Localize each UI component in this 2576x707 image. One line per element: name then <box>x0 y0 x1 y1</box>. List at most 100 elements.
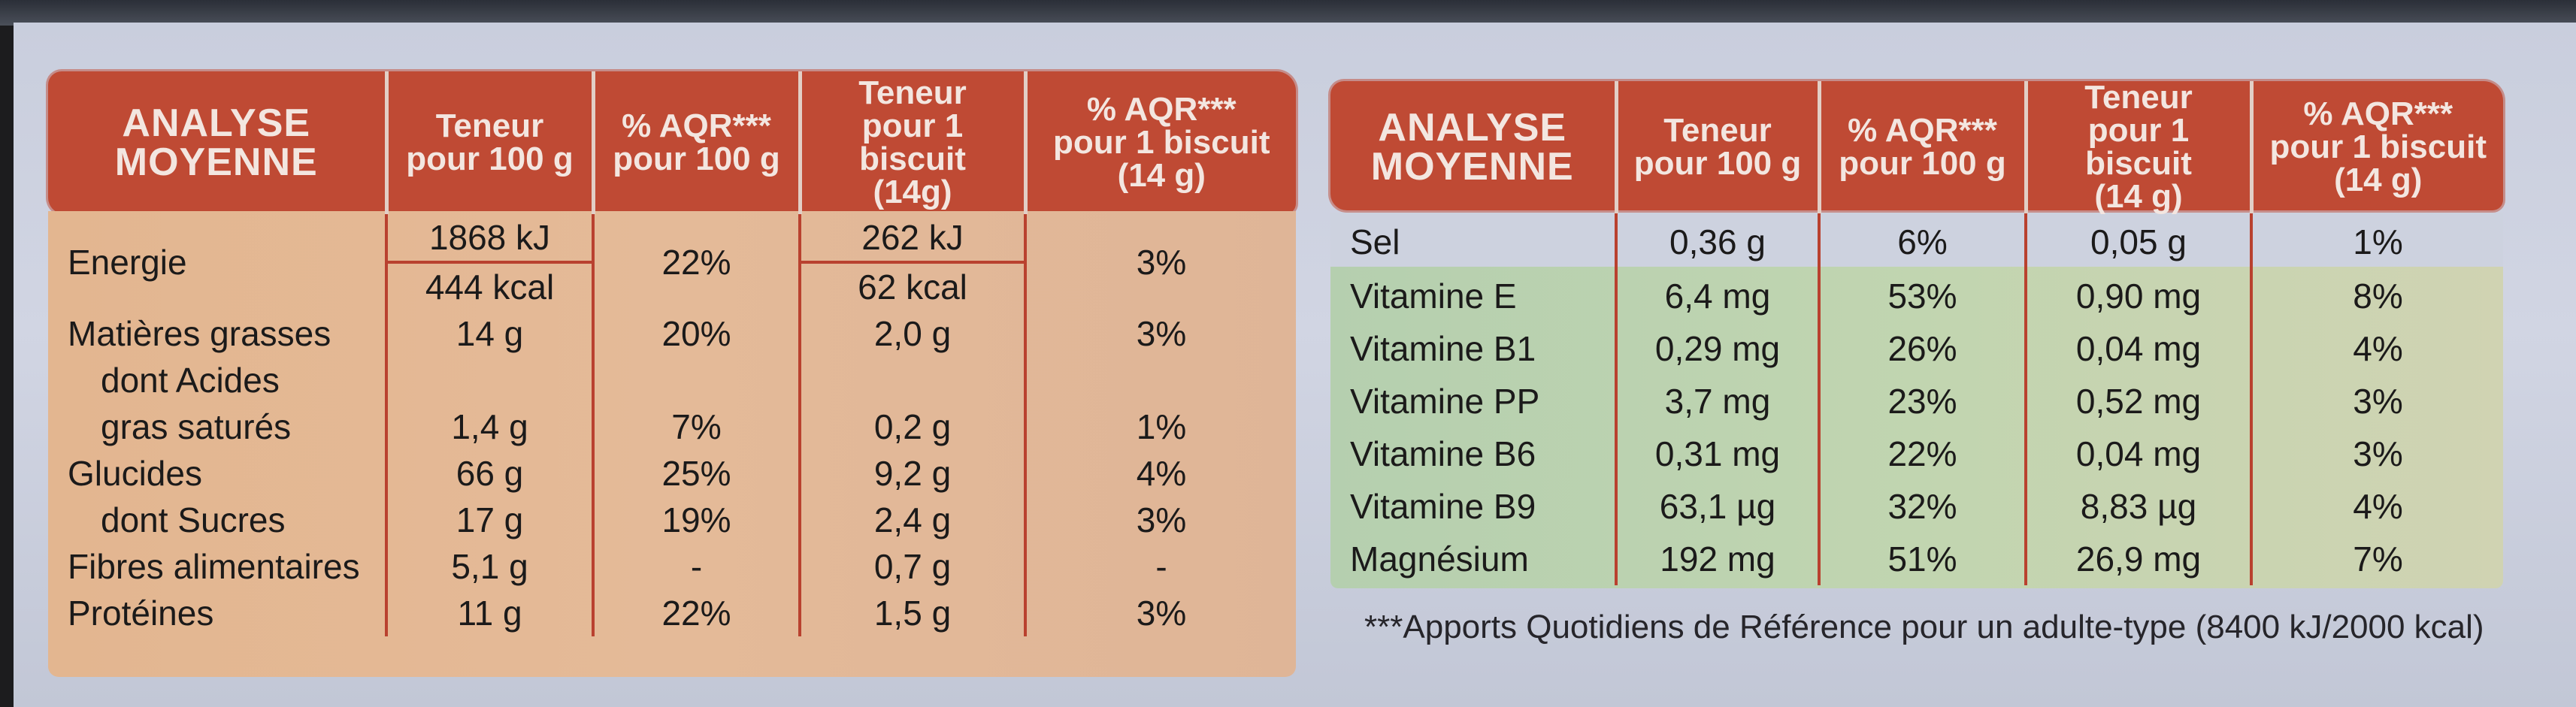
cell-teneur-100g-kj: 1868 kJ <box>385 214 593 264</box>
header-aqr-100g: % AQR*** pour 100 g <box>591 71 800 214</box>
header-line: Teneur <box>2084 79 2193 116</box>
header-teneur-biscuit: Teneur pour 1 biscuit (14 g) <box>2024 79 2251 215</box>
cell-teneur-biscuit: 0,04 mg <box>2024 428 2251 480</box>
vitamins-table: ANALYSE MOYENNE Teneur pour 100 g % AQR*… <box>1330 81 2503 585</box>
table-row: Vitamine B1 0,29 mg 26% 0,04 mg 4% <box>1330 322 2503 375</box>
cell-teneur-biscuit: 0,2 g <box>798 403 1025 450</box>
cell-aqr-100g: 32% <box>1818 480 2026 533</box>
header-line: % AQR*** <box>2303 95 2453 132</box>
cell-aqr-biscuit: 4% <box>2250 322 2503 375</box>
header-line: (14 g) <box>2334 162 2423 198</box>
cell-teneur-100g: 0,31 mg <box>1615 428 1819 480</box>
cell-teneur-biscuit-kcal: 62 kcal <box>798 262 1025 310</box>
header-line: (14 g) <box>1117 157 1206 194</box>
table-row: dont Acides <box>48 357 1296 403</box>
cell-aqr-100g: 7% <box>592 403 800 450</box>
table-row: Vitamine B9 63,1 µg 32% 8,83 µg 4% <box>1330 480 2503 533</box>
cell-aqr-100g: 22% <box>592 590 800 636</box>
header-analyse: ANALYSE MOYENNE <box>48 71 386 214</box>
cell-aqr-100g: 26% <box>1818 322 2026 375</box>
header-line: pour 100 g <box>613 140 780 177</box>
box-top-edge <box>0 0 2576 26</box>
cell-aqr-100g: 19% <box>592 497 800 543</box>
row-label: dont Acides <box>101 361 280 400</box>
cell-teneur-biscuit: 2,4 g <box>798 497 1025 543</box>
row-label: gras saturés <box>101 407 292 446</box>
row-label: Fibres alimentaires <box>68 547 360 586</box>
header-line: % AQR*** <box>622 107 771 144</box>
table-row-energie-kcal: 444 kcal 62 kcal <box>48 262 1296 310</box>
cell-aqr-biscuit: 4% <box>1024 450 1296 497</box>
cell-aqr-100g: 25% <box>592 450 800 497</box>
header-aqr-biscuit: % AQR*** pour 1 biscuit (14 g) <box>2249 81 2503 213</box>
header-aqr-biscuit: % AQR*** pour 1 biscuit (14 g) <box>1023 71 1296 214</box>
cell-teneur-100g: 11 g <box>385 590 593 636</box>
cell-teneur-biscuit: 0,52 mg <box>2024 375 2251 428</box>
row-label: Protéines <box>68 594 214 633</box>
header-line: Teneur <box>1663 112 1772 149</box>
cell-aqr-biscuit: 3% <box>2250 428 2503 480</box>
table-row: Vitamine E 6,4 mg 53% 0,90 mg 8% <box>1330 270 2503 322</box>
cell-teneur-biscuit-kj: 262 kJ <box>798 214 1025 264</box>
cell-aqr-biscuit: 3% <box>1024 590 1296 636</box>
aqr-footnote: ***Apports Quotidiens de Référence pour … <box>1364 609 2484 645</box>
table-row-energie: Energie 1868 kJ 22% 262 kJ 3% <box>48 214 1296 310</box>
cell-aqr-100g: 6% <box>1818 213 2026 270</box>
cell-aqr-biscuit: 4% <box>2250 480 2503 533</box>
header-line: pour 1 biscuit <box>1053 124 1270 161</box>
cell-aqr-biscuit <box>1024 357 1296 403</box>
table-row: dont Sucres 17 g 19% 2,4 g 3% <box>48 497 1296 543</box>
cell-aqr-biscuit: 1% <box>1024 403 1296 450</box>
table-row: Protéines 11 g 22% 1,5 g 3% <box>48 590 1296 636</box>
cell-aqr-100g: - <box>592 543 800 590</box>
cell-aqr-100g: 53% <box>1818 270 2026 322</box>
cell-teneur-100g-kcal: 444 kcal <box>385 262 593 310</box>
row-label: Vitamine E <box>1350 276 1517 316</box>
table-row: Vitamine PP 3,7 mg 23% 0,52 mg 3% <box>1330 375 2503 428</box>
header-line: % AQR*** <box>1086 91 1237 128</box>
cell-aqr-biscuit: 3% <box>1024 497 1296 543</box>
cell-teneur-100g: 192 mg <box>1615 533 1819 585</box>
cell-teneur-biscuit: 9,2 g <box>798 450 1025 497</box>
cell-aqr-biscuit: 1% <box>2250 213 2503 270</box>
cell-aqr-biscuit: - <box>1024 543 1296 590</box>
row-label: Vitamine B6 <box>1350 434 1536 473</box>
row-label: Glucides <box>68 454 202 493</box>
table-row: Magnésium 192 mg 51% 26,9 mg 7% <box>1330 533 2503 585</box>
cell-teneur-100g: 66 g <box>385 450 593 497</box>
cell-teneur-biscuit: 8,83 µg <box>2024 480 2251 533</box>
header-line: (14 g) <box>2094 178 2183 215</box>
header-line: pour 1 biscuit <box>859 107 966 177</box>
row-label: Vitamine B9 <box>1350 487 1536 526</box>
cell-teneur-100g: 3,7 mg <box>1615 375 1819 428</box>
table-row: Vitamine B6 0,31 mg 22% 0,04 mg 3% <box>1330 428 2503 480</box>
cell-teneur-biscuit: 26,9 mg <box>2024 533 2251 585</box>
cell-teneur-biscuit: 1,5 g <box>798 590 1025 636</box>
nutrition-table: ANALYSE MOYENNE Teneur pour 100 g % AQR*… <box>48 71 1296 636</box>
header-line: MOYENNE <box>114 140 318 184</box>
cell-teneur-biscuit: 0,05 g <box>2024 213 2251 270</box>
cell-teneur-biscuit: 2,0 g <box>798 310 1025 357</box>
cell-teneur-100g: 63,1 µg <box>1615 480 1819 533</box>
cell-aqr-biscuit: 3% <box>1024 310 1296 357</box>
header-line: % AQR*** <box>1848 112 1997 149</box>
vitamins-table-section: ANALYSE MOYENNE Teneur pour 100 g % AQR*… <box>1330 81 2511 637</box>
cell-aqr-biscuit: 7% <box>2250 533 2503 585</box>
cell-teneur-100g: 5,1 g <box>385 543 593 590</box>
header-line: pour 1 biscuit <box>2269 128 2487 165</box>
cell-aqr-100g: 51% <box>1818 533 2026 585</box>
header-line: Teneur <box>858 74 967 111</box>
header-line: pour 1 biscuit <box>2085 112 2192 182</box>
row-label: dont Sucres <box>101 500 286 539</box>
cell-teneur-100g: 1,4 g <box>385 403 593 450</box>
nutrition-table-main: ANALYSE MOYENNE Teneur pour 100 g % AQR*… <box>48 71 1296 687</box>
header-line: pour 100 g <box>1839 145 2006 182</box>
header-line: ANALYSE <box>1378 106 1567 150</box>
cell-aqr-100g: 20% <box>592 310 800 357</box>
cell-teneur-100g: 0,29 mg <box>1615 322 1819 375</box>
cell-aqr-biscuit: 3% <box>1024 214 1296 310</box>
header-line: ANALYSE <box>122 101 311 145</box>
header-line: Teneur <box>435 107 544 144</box>
cell-teneur-biscuit: 0,90 mg <box>2024 270 2251 322</box>
cell-aqr-biscuit: 3% <box>2250 375 2503 428</box>
